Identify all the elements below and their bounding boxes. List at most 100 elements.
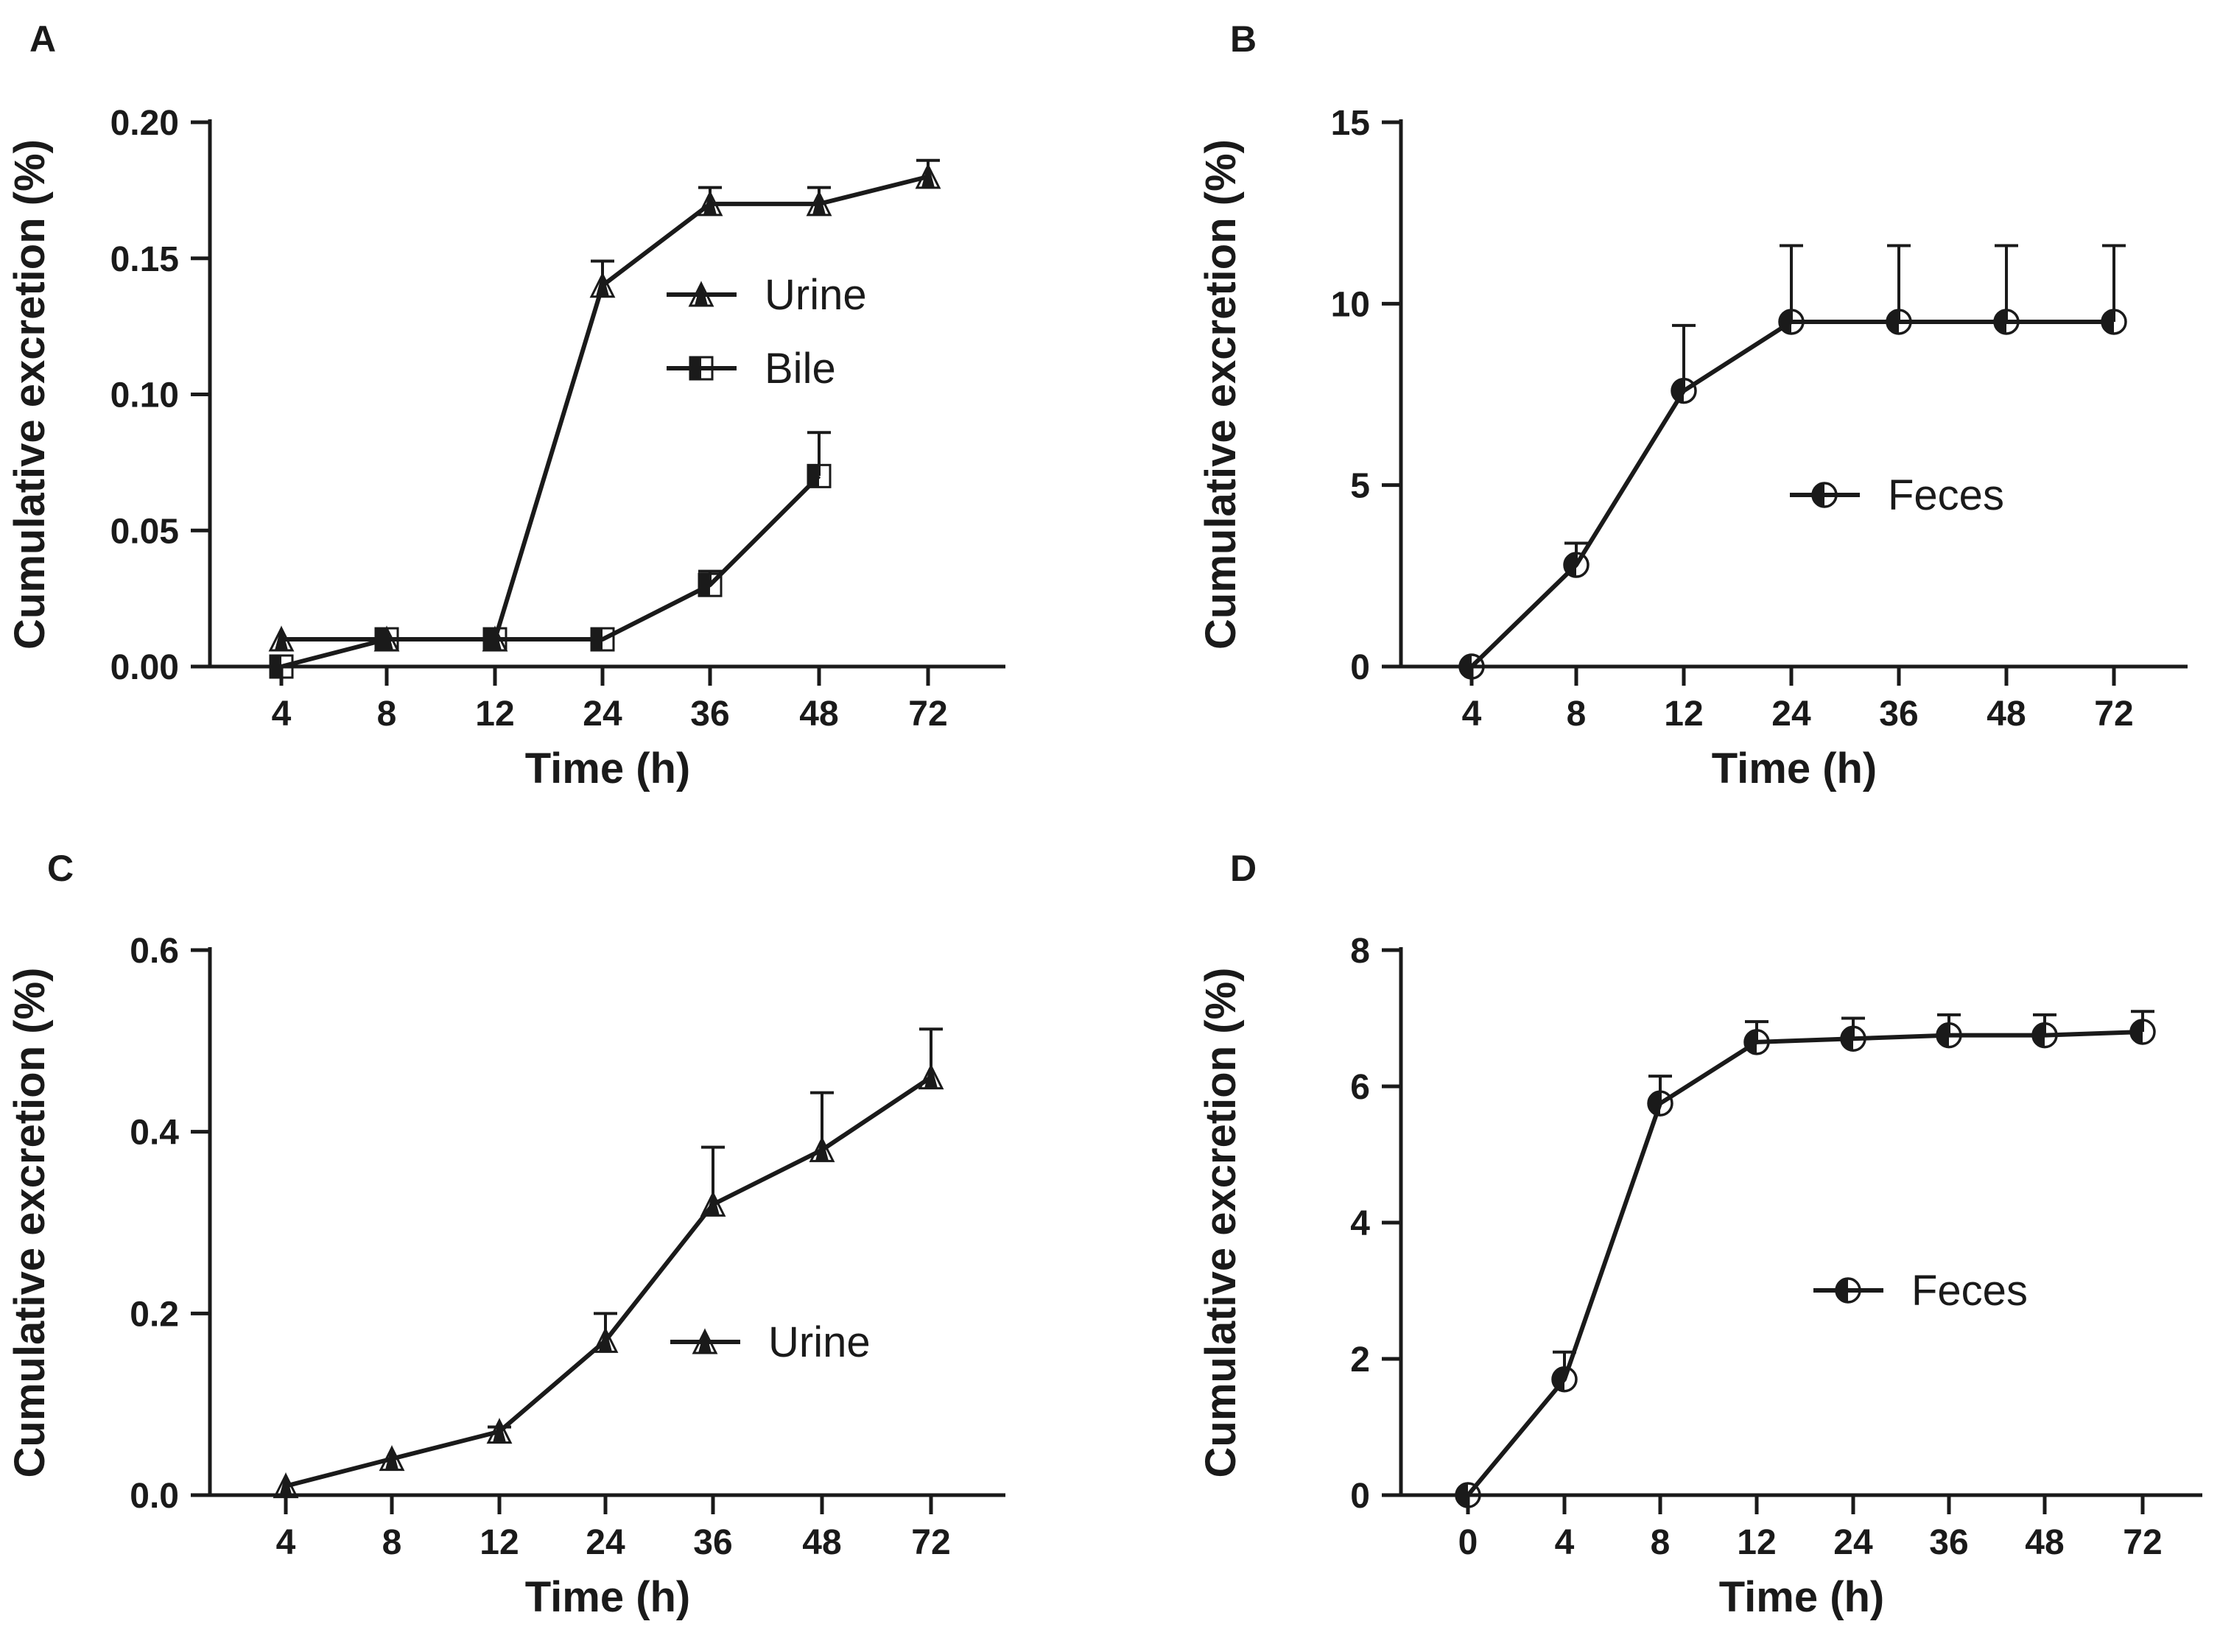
- data-point: [809, 1136, 835, 1162]
- x-tick-label: 8: [377, 695, 397, 734]
- panel-letter: B: [1230, 18, 1257, 60]
- data-point: [268, 625, 295, 652]
- y-tick-label: 8: [1350, 932, 1370, 971]
- data-point: [2101, 309, 2127, 335]
- x-tick-label: 12: [480, 1523, 519, 1562]
- x-tick-label: 36: [1929, 1523, 1968, 1562]
- legend-entry: Feces: [1813, 1267, 2028, 1315]
- y-tick-label: 10: [1331, 285, 1370, 324]
- x-tick-label: 8: [1651, 1523, 1671, 1562]
- x-tick-label: 24: [586, 1523, 625, 1562]
- data-point: [2031, 1022, 2058, 1049]
- y-tick-label: 0.15: [110, 240, 179, 279]
- x-tick-label: 72: [908, 695, 947, 734]
- data-point-fill: [808, 465, 819, 488]
- x-tick-label: 8: [1567, 695, 1587, 734]
- data-point: [482, 627, 507, 652]
- y-tick-label: 0.10: [110, 376, 179, 415]
- x-tick-label: 36: [690, 695, 729, 734]
- legend-entry: Bile: [667, 345, 836, 393]
- y-tick-label: 2: [1350, 1340, 1370, 1379]
- x-tick-label: 48: [799, 695, 838, 734]
- x-tick-label: 48: [2025, 1523, 2064, 1562]
- data-point: [1647, 1090, 1673, 1117]
- x-axis-title: Time (h): [1719, 1573, 1885, 1621]
- data-point: [1671, 377, 1697, 404]
- series-feces: [1455, 1010, 2156, 1508]
- data-point: [589, 272, 616, 298]
- data-point: [273, 1472, 299, 1499]
- series-feces: [1458, 244, 2127, 680]
- y-tick-label: 0.00: [110, 648, 179, 687]
- y-tick-label: 6: [1350, 1068, 1370, 1107]
- y-axis-title: Cumulative excretion (%): [1197, 968, 1245, 1478]
- x-axis-title: Time (h): [1712, 745, 1877, 792]
- data-point: [698, 572, 723, 597]
- data-point: [1778, 309, 1805, 335]
- x-tick-label: 12: [475, 695, 514, 734]
- data-point: [590, 627, 615, 652]
- data-point: [1551, 1366, 1578, 1393]
- x-tick-label: 4: [276, 1523, 296, 1562]
- panel-letter: A: [29, 18, 56, 60]
- data-point-fill: [270, 655, 281, 678]
- y-axis-title: Cumulative excretion (%): [6, 139, 54, 650]
- legend-marker: [688, 281, 714, 307]
- x-tick-label: 24: [1771, 695, 1811, 734]
- x-tick-label: 12: [1664, 695, 1703, 734]
- x-tick-label: 8: [382, 1523, 402, 1562]
- y-tick-label: 4: [1350, 1204, 1370, 1243]
- legend-entry: Urine: [667, 271, 867, 319]
- data-point: [374, 627, 399, 652]
- x-tick-label: 72: [2123, 1523, 2162, 1562]
- legend-entry: Feces: [1790, 471, 2004, 519]
- y-tick-label: 0.2: [130, 1295, 179, 1334]
- panel-letter: D: [1230, 848, 1257, 889]
- data-point-fill: [699, 574, 710, 597]
- data-point: [1840, 1025, 1866, 1052]
- data-point: [1993, 309, 2020, 335]
- legend-entry: Urine: [670, 1318, 871, 1366]
- data-point: [807, 463, 832, 488]
- x-tick-label: 72: [911, 1523, 950, 1562]
- data-point: [486, 1418, 513, 1444]
- legend-marker: [1811, 482, 1838, 508]
- legend-marker-fill: [690, 357, 701, 379]
- data-point: [697, 190, 723, 217]
- legend-label: Feces: [1911, 1267, 2028, 1315]
- data-point: [592, 1326, 619, 1353]
- legend-marker: [689, 356, 714, 381]
- data-point: [1563, 552, 1590, 578]
- series-urine: [273, 1027, 944, 1499]
- x-tick-label: 4: [272, 695, 292, 734]
- data-point: [269, 654, 294, 679]
- x-tick-label: 24: [583, 695, 622, 734]
- data-point-fill: [376, 628, 387, 651]
- data-point: [1455, 1482, 1481, 1508]
- data-point: [1743, 1029, 1770, 1055]
- legend-label: Urine: [765, 271, 867, 319]
- y-tick-label: 0: [1350, 648, 1370, 687]
- legend-marker: [692, 1328, 718, 1354]
- x-tick-label: 12: [1737, 1523, 1776, 1562]
- x-tick-label: 72: [2094, 695, 2133, 734]
- legend-marker: [1835, 1277, 1861, 1304]
- y-axis-title: Cumulative excretion (%): [1197, 139, 1245, 650]
- x-tick-label: 36: [693, 1523, 732, 1562]
- data-point: [700, 1190, 726, 1217]
- x-tick-label: 4: [1555, 1523, 1575, 1562]
- legend-label: Bile: [765, 345, 836, 393]
- y-tick-label: 0.05: [110, 512, 179, 551]
- data-point-fill: [591, 628, 603, 651]
- series-bile: [269, 431, 832, 679]
- data-point: [2129, 1019, 2156, 1045]
- legend-label: Feces: [1888, 471, 2004, 519]
- data-point: [1458, 653, 1485, 680]
- series-line: [281, 474, 821, 669]
